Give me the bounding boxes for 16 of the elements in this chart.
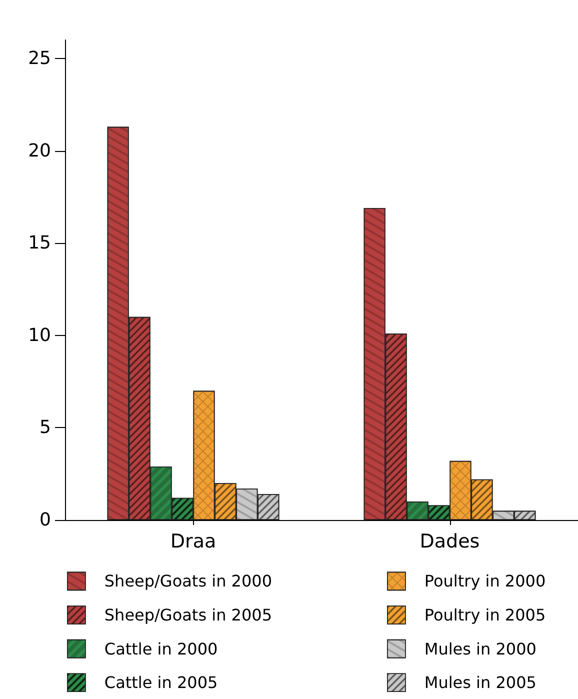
legend-label: Sheep/Goats in 2000 <box>104 572 272 591</box>
y-tick-label: 20 <box>28 140 51 162</box>
legend-label: Cattle in 2005 <box>104 673 218 692</box>
legend-label: Poultry in 2005 <box>424 606 546 624</box>
y-tick-label: 5 <box>40 417 51 438</box>
x-tick-label: Draa <box>170 530 216 552</box>
x-tick-label: Dades <box>420 530 480 552</box>
legend-label: Mules in 2000 <box>424 639 536 658</box>
legend-label: Mules in 2005 <box>424 673 536 692</box>
legend-label: Cattle in 2000 <box>104 639 218 658</box>
y-tick-label: 0 <box>40 510 51 530</box>
legend-label: Poultry in 2000 <box>424 572 546 591</box>
legend-label: Sheep/Goats in 2005 <box>104 606 272 624</box>
y-tick-label: 15 <box>28 232 51 254</box>
y-tick-label: 10 <box>28 324 51 346</box>
y-tick-label: 25 <box>28 48 51 69</box>
